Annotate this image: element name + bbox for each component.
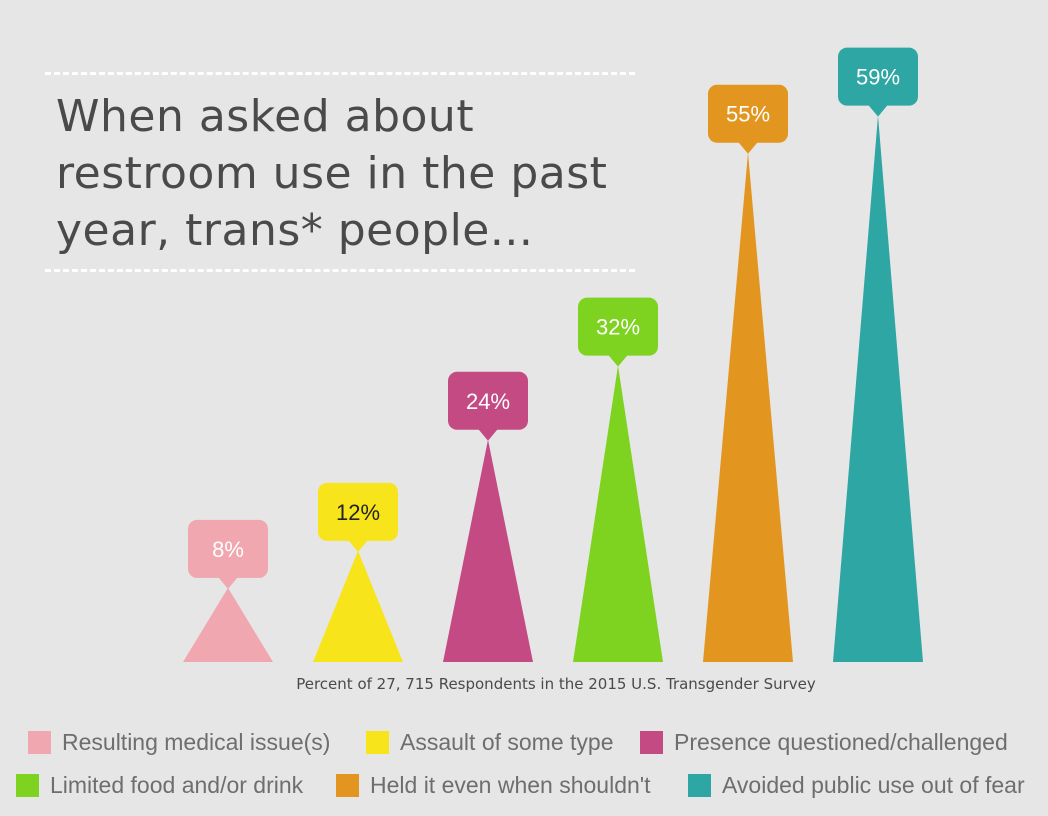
- legend-swatch: [336, 774, 359, 797]
- title-line-3: year, trans* people...: [56, 205, 534, 256]
- title-line-2: restroom use in the past: [56, 148, 608, 199]
- callout-box: [188, 519, 268, 578]
- value-callout-3: 24%: [448, 371, 528, 441]
- callout-box: [838, 47, 918, 106]
- legend-label: Assault of some type: [400, 729, 614, 755]
- callout-box: [578, 297, 658, 356]
- callout-box: [448, 371, 528, 430]
- legend-item-5: Held it even when shouldn't: [336, 772, 651, 799]
- legend-item-6: Avoided public use out of fear: [688, 772, 1025, 799]
- data-label-2: 12%: [336, 500, 380, 525]
- data-label-3: 24%: [466, 389, 510, 414]
- legend-label: Resulting medical issue(s): [62, 729, 331, 755]
- callout-box: [708, 84, 788, 143]
- callout-pointer: [868, 104, 888, 117]
- legend-item-3: Presence questioned/challenged: [640, 729, 1008, 756]
- callout-pointer: [478, 428, 498, 441]
- legend-item-1: Resulting medical issue(s): [28, 729, 330, 756]
- chart-title: When asked about restroom use in the pas…: [56, 88, 646, 259]
- bar-5: [703, 152, 793, 662]
- legend-label: Limited food and/or drink: [50, 772, 304, 798]
- top-dashed-divider: [45, 72, 635, 75]
- legend-item-2: Assault of some type: [366, 729, 614, 756]
- bar-3: [443, 439, 533, 662]
- legend-swatch: [16, 774, 39, 797]
- data-label-5: 55%: [726, 102, 770, 127]
- legend-swatch: [640, 731, 663, 754]
- bottom-dashed-divider: [45, 269, 635, 272]
- bar-4: [573, 365, 663, 662]
- callout-pointer: [738, 141, 758, 154]
- legend-label: Presence questioned/challenged: [674, 729, 1008, 755]
- legend-label: Held it even when shouldn't: [370, 772, 651, 798]
- legend-swatch: [688, 774, 711, 797]
- title-line-1: When asked about: [56, 91, 475, 142]
- value-callout-4: 32%: [578, 297, 658, 367]
- value-callout-1: 8%: [188, 519, 268, 589]
- data-label-1: 8%: [212, 537, 244, 562]
- bar-2: [313, 550, 403, 662]
- data-label-6: 59%: [856, 65, 900, 90]
- bar-6: [833, 115, 923, 662]
- callout-pointer: [218, 576, 238, 589]
- x-axis-label: Percent of 27, 715 Respondents in the 20…: [296, 675, 816, 693]
- legend-swatch: [366, 731, 389, 754]
- bar-1: [183, 587, 273, 662]
- legend-swatch: [28, 731, 51, 754]
- callout-pointer: [348, 539, 368, 552]
- value-callout-5: 55%: [708, 84, 788, 154]
- callout-box: [318, 482, 398, 541]
- value-callout-6: 59%: [838, 47, 918, 117]
- value-callout-2: 12%: [318, 482, 398, 552]
- callout-pointer: [608, 354, 628, 367]
- data-label-4: 32%: [596, 315, 640, 340]
- legend-label: Avoided public use out of fear: [722, 772, 1025, 798]
- legend-item-4: Limited food and/or drink: [16, 772, 303, 799]
